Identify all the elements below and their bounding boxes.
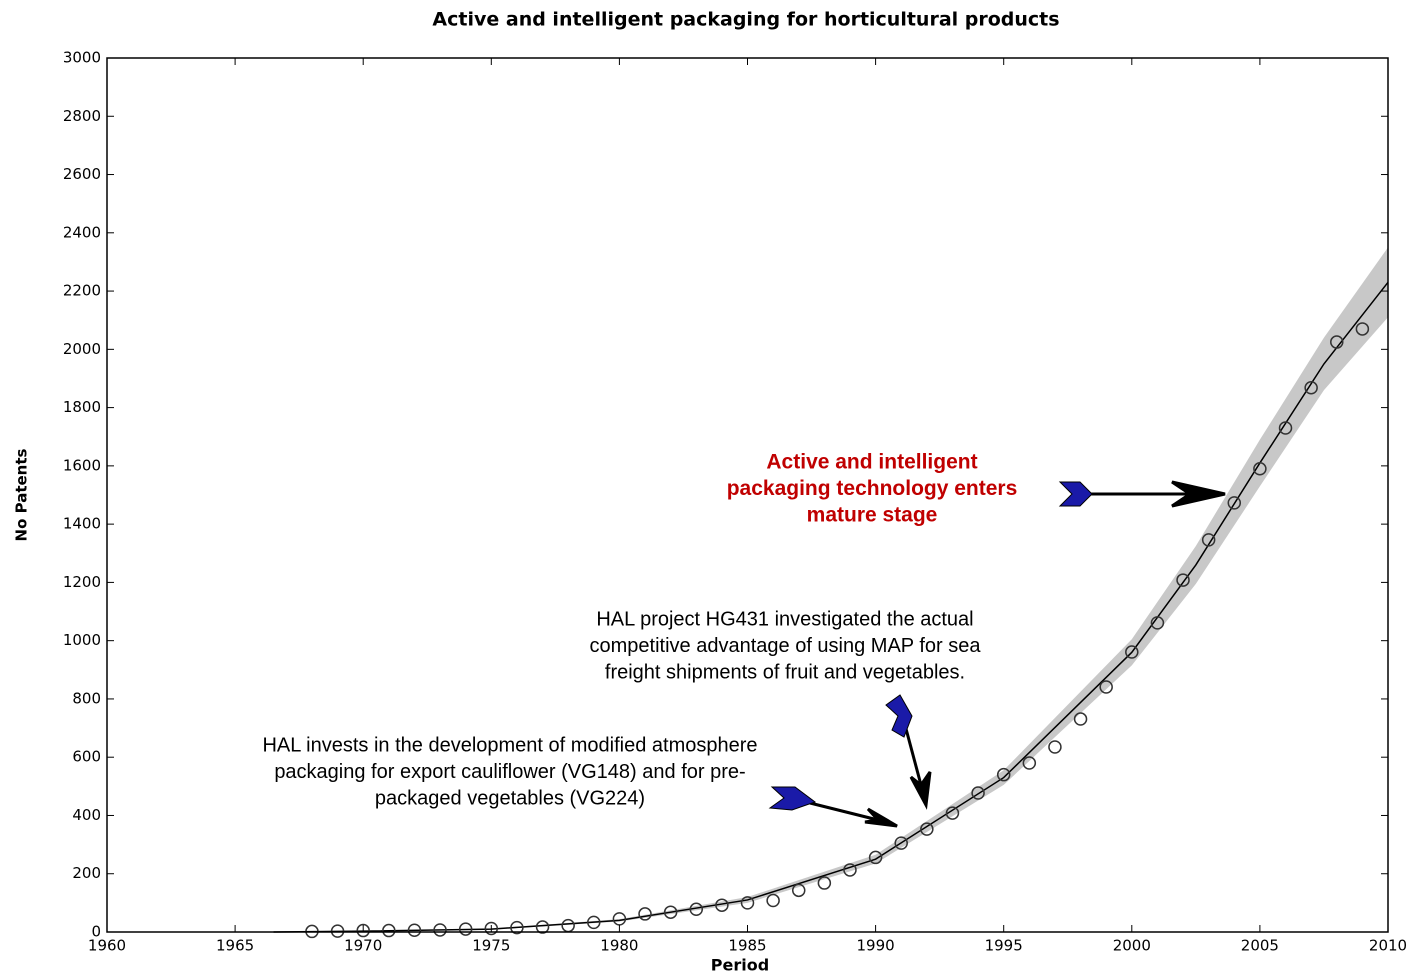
y-tick-label: 800 — [72, 689, 101, 707]
y-tick-label: 1400 — [63, 515, 101, 533]
y-tick-label: 2000 — [63, 340, 101, 358]
annotation: packaged vegetables (VG224) — [375, 787, 645, 809]
data-point — [638, 907, 652, 921]
x-tick-label: 1985 — [728, 937, 766, 955]
annotation: competitive advantage of using MAP for s… — [590, 635, 982, 657]
x-tick-label: 1995 — [985, 937, 1023, 955]
data-point — [791, 883, 806, 898]
data-point — [433, 923, 447, 937]
data-point — [484, 921, 499, 936]
x-tick-label: 2010 — [1369, 937, 1407, 955]
y-tick-label: 2800 — [63, 107, 101, 125]
data-point — [510, 920, 524, 935]
data-point — [971, 786, 985, 800]
x-tick-label: 1990 — [857, 937, 895, 955]
arrows — [809, 480, 1226, 828]
x-tick-label: 2005 — [1241, 937, 1279, 955]
data-point — [330, 924, 345, 938]
data-point — [1355, 322, 1370, 336]
fit-line — [273, 281, 1389, 933]
y-tick-label: 2600 — [63, 165, 101, 183]
data-point — [535, 920, 550, 934]
plot: 1960 1965 1970 1975 1980 1985 1990 1995 2000 2005… — [63, 49, 1407, 955]
data-point — [1048, 740, 1062, 754]
data-point — [587, 915, 601, 930]
y-tick-label: 200 — [72, 864, 101, 882]
data-point — [1150, 616, 1165, 630]
data-point — [407, 923, 422, 938]
data-point — [1278, 421, 1293, 435]
annotation: packaging for export cauliflower (VG148)… — [274, 761, 745, 783]
x-tick-label: 1980 — [600, 937, 638, 955]
arrowhead — [1171, 480, 1226, 508]
arrow — [903, 724, 923, 786]
annotation: HAL invests in the development of modifi… — [262, 734, 757, 756]
y-tick-label: 1600 — [63, 456, 101, 474]
data-point — [996, 767, 1011, 782]
annotation: HAL project HG431 investigated the actua… — [596, 608, 973, 630]
x-tick-label: 1965 — [216, 937, 254, 955]
data-point — [843, 863, 857, 877]
data-point — [1330, 335, 1344, 349]
data-point — [945, 806, 960, 820]
arrow-feather — [885, 694, 913, 738]
arrowhead — [864, 807, 898, 828]
data-point — [1201, 533, 1216, 547]
data-point — [715, 898, 729, 912]
arrowhead — [909, 771, 932, 810]
data-point — [1304, 381, 1318, 395]
annotation: freight shipments of fruit and vegetable… — [605, 661, 965, 683]
data-point — [1125, 645, 1139, 659]
x-tick-label: 1975 — [472, 937, 510, 955]
arrow-feather — [1058, 481, 1093, 507]
annotation: packaging technology enters — [727, 477, 1018, 500]
data-point — [663, 905, 678, 919]
data-point — [920, 822, 934, 836]
data-point — [1227, 496, 1242, 510]
data-point — [894, 836, 908, 850]
data-point — [766, 893, 780, 908]
y-tick-label: 400 — [72, 806, 101, 824]
data-point — [1073, 712, 1088, 726]
arrow — [809, 801, 879, 822]
y-tick-label: 2200 — [63, 282, 101, 300]
y-tick-label: 1800 — [63, 398, 101, 416]
data-point — [1253, 462, 1267, 476]
y-tick-label: 600 — [72, 748, 101, 766]
data-point — [561, 918, 575, 933]
annotation: mature stage — [807, 504, 938, 527]
x-tick-label: 2000 — [1113, 937, 1151, 955]
x-tick-label: 1960 — [88, 937, 126, 955]
arrow-feather — [768, 786, 817, 811]
y-tick-label: 1000 — [63, 631, 101, 649]
data-point — [1099, 680, 1113, 694]
confidence-band — [273, 247, 1388, 932]
x-tick-label: 1970 — [344, 937, 382, 955]
y-tick-label: 2400 — [63, 223, 101, 241]
data-point — [1022, 756, 1037, 770]
data-point — [458, 922, 473, 936]
y-tick-label: 3000 — [63, 49, 101, 67]
data-point — [817, 876, 832, 890]
y-tick-label: 0 — [91, 923, 101, 941]
data-point — [1176, 573, 1190, 587]
y-axis-label: No Patents — [13, 448, 31, 541]
data-point — [740, 896, 755, 910]
data-point — [689, 902, 704, 917]
data-point — [868, 850, 883, 865]
y-tick-label: 1200 — [63, 573, 101, 591]
chart-title: Active and intelligent packaging for hor… — [432, 9, 1059, 31]
feathers — [768, 481, 1093, 811]
data-point — [382, 923, 396, 938]
x-axis-label: Period — [711, 956, 769, 975]
data-point — [612, 912, 627, 926]
annotation: Active and intelligent — [766, 451, 977, 474]
data-point — [356, 923, 370, 938]
